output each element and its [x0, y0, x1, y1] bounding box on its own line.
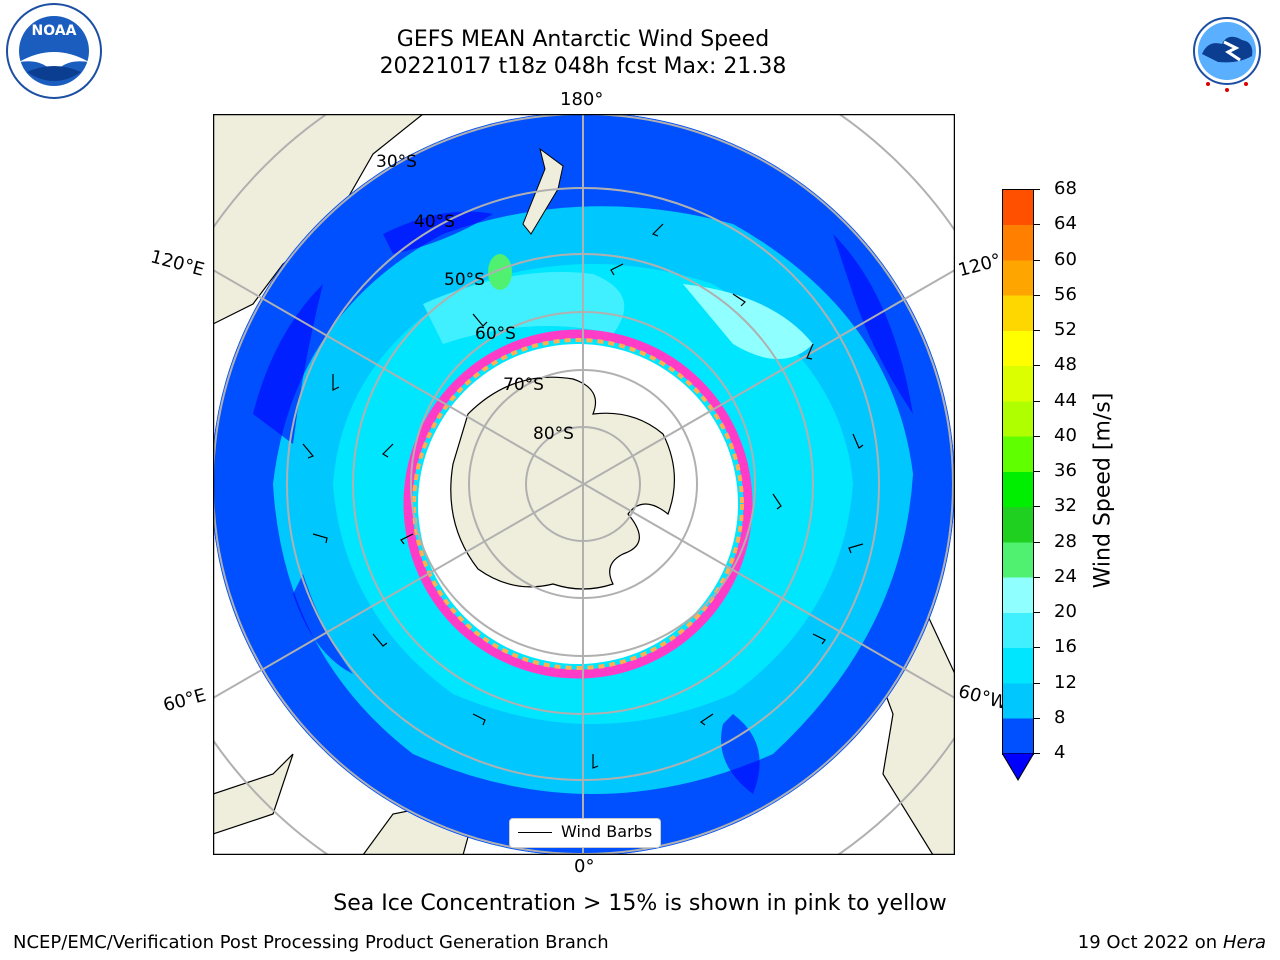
- colorbar-tick-label: 4: [1054, 742, 1066, 763]
- colorbar-tick-label: 48: [1054, 354, 1077, 376]
- colorbar-tick-mark: [1034, 365, 1040, 367]
- lat-label-80s: 80°S: [533, 424, 574, 444]
- chart-title: GEFS MEAN Antarctic Wind Speed: [396, 27, 770, 52]
- colorbar-tick-label: 52: [1054, 319, 1077, 340]
- colorbar-tick-label: 12: [1054, 671, 1077, 693]
- colorbar-tick-label: 60: [1054, 248, 1077, 270]
- colorbar-tick-mark: [1034, 506, 1040, 508]
- sea-ice-caption: Sea Ice Concentration > 15% is shown in …: [333, 891, 947, 916]
- colorbar-title-wrap: Wind Speed [m/s]: [1083, 393, 1123, 589]
- lon-label-bottom: 0°: [574, 856, 595, 877]
- colorbar-tick-mark: [1034, 224, 1040, 226]
- lon-label-lower-left: 60°E: [161, 684, 209, 717]
- colorbar-tick-mark: [1034, 259, 1040, 261]
- colorbar-tick-label: 8: [1054, 706, 1066, 728]
- colorbar-tick-label: 40: [1054, 424, 1077, 446]
- lon-label-upper-right: 120°: [956, 249, 1004, 282]
- colorbar-tick-mark: [1034, 435, 1040, 437]
- legend-label: Wind Barbs: [561, 822, 653, 841]
- colorbar-tick-label: 64: [1054, 213, 1077, 235]
- colorbar-title: Wind Speed [m/s]: [1090, 392, 1116, 589]
- lat-label-40s: 40°S: [414, 212, 455, 232]
- polar-map: [212, 113, 956, 856]
- colorbar-tick-mark: [1034, 400, 1040, 402]
- colorbar-tick-mark: [1034, 753, 1040, 754]
- colorbar-tick-mark: [1034, 541, 1040, 543]
- colorbar-tick-mark: [1034, 330, 1040, 331]
- colorbar: [1002, 189, 1034, 755]
- colorbar-tick-label: 32: [1054, 495, 1077, 517]
- colorbar-tick-label: 28: [1054, 530, 1077, 552]
- colorbar-tick-mark: [1034, 294, 1040, 296]
- colorbar-tick-label: 56: [1054, 283, 1077, 305]
- colorbar-fill: [1003, 190, 1033, 754]
- lon-label-upper-left: 120°E: [148, 246, 207, 281]
- colorbar-tick-label: 24: [1054, 565, 1077, 587]
- noaa-logo-text: NOAA: [31, 23, 77, 39]
- map-legend: Wind Barbs: [509, 818, 661, 848]
- colorbar-tick-label: 16: [1054, 636, 1077, 658]
- colorbar-tick-mark: [1034, 682, 1040, 684]
- colorbar-tick-mark: [1034, 647, 1040, 649]
- colorbar-tick-mark: [1034, 471, 1040, 472]
- colorbar-tick-label: 68: [1054, 178, 1077, 199]
- legend-line: [518, 832, 552, 833]
- footer-host: Hera: [1222, 932, 1266, 953]
- colorbar-tick-label: 36: [1054, 460, 1077, 481]
- footer-date: 19 Oct 2022 on: [1077, 932, 1223, 953]
- lat-label-50s: 50°S: [444, 270, 485, 290]
- nws-logo: [1178, 2, 1276, 100]
- lat-label-60s: 60°S: [475, 324, 516, 344]
- colorbar-ticks: 4 8 12 16 20 24 28 32 36 40 44 48 52 56 60 64 68: [1034, 0, 1094, 960]
- colorbar-underflow-arrow: [1001, 752, 1035, 781]
- footer-right: 19 Oct 2022 on Hera: [1078, 932, 1266, 953]
- colorbar-tick-mark: [1034, 576, 1040, 578]
- lat-label-70s: 70°S: [503, 375, 544, 395]
- colorbar-tick-mark: [1034, 717, 1040, 719]
- footer-left: NCEP/EMC/Verification Post Processing Pr…: [13, 932, 609, 953]
- noaa-logo: [5, 2, 103, 100]
- colorbar-tick-mark: [1034, 189, 1040, 190]
- colorbar-tick-label: 44: [1054, 389, 1077, 411]
- chart-subtitle: 20221017 t18z 048h fcst Max: 21.38: [379, 54, 787, 79]
- colorbar-tick-label: 20: [1054, 601, 1077, 622]
- colorbar-tick-mark: [1034, 612, 1040, 613]
- lon-label-top: 180°: [560, 89, 604, 110]
- lat-label-30s: 30°S: [376, 152, 417, 172]
